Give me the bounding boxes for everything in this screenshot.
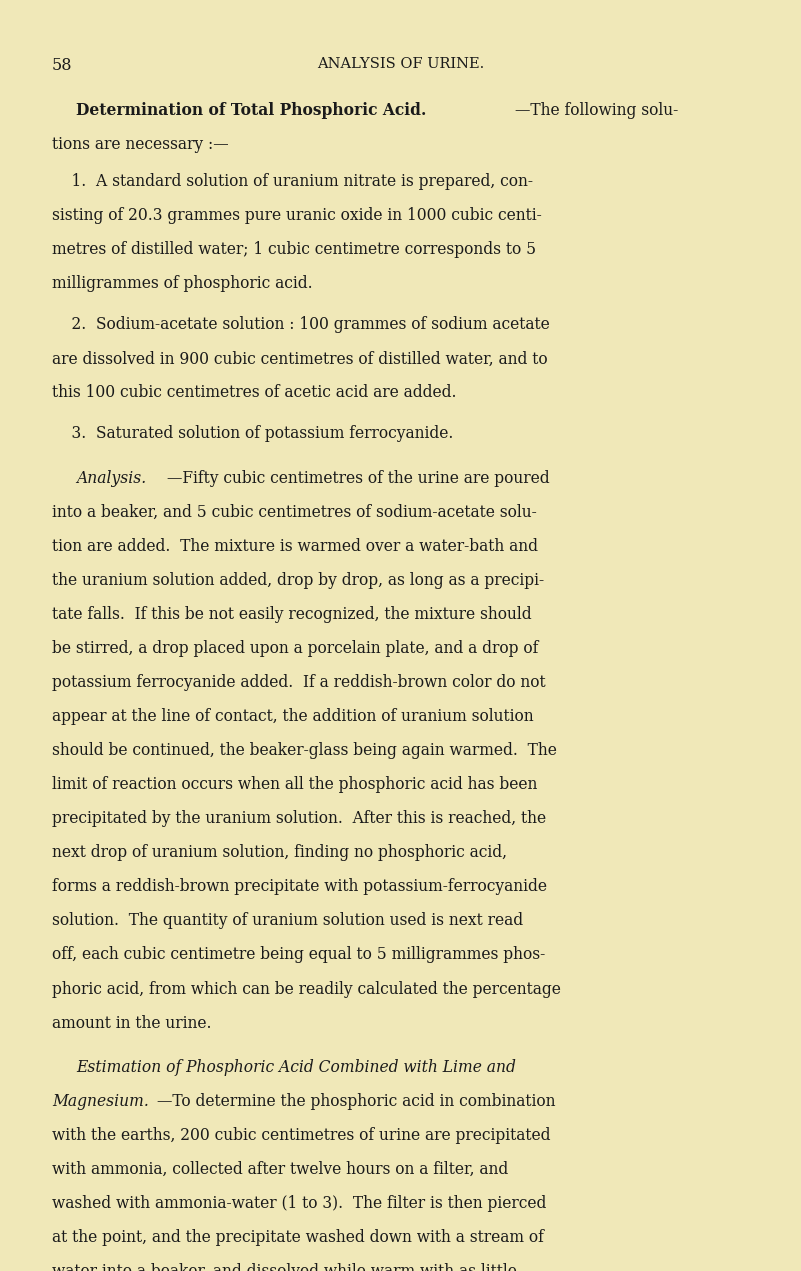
- Text: solution.  The quantity of uranium solution used is next read: solution. The quantity of uranium soluti…: [52, 913, 523, 929]
- Text: —The following solu-: —The following solu-: [515, 102, 678, 118]
- Text: —To determine the phosphoric acid in combination: —To determine the phosphoric acid in com…: [157, 1093, 556, 1110]
- Text: water into a beaker, and dissolved while warm with as little: water into a beaker, and dissolved while…: [52, 1263, 517, 1271]
- Text: 1.  A standard solution of uranium nitrate is prepared, con-: 1. A standard solution of uranium nitrat…: [52, 173, 533, 191]
- Text: metres of distilled water; 1 cubic centimetre corresponds to 5: metres of distilled water; 1 cubic centi…: [52, 241, 536, 258]
- Text: with the earths, 200 cubic centimetres of urine are precipitated: with the earths, 200 cubic centimetres o…: [52, 1127, 550, 1144]
- Text: appear at the line of contact, the addition of uranium solution: appear at the line of contact, the addit…: [52, 708, 533, 724]
- Text: Magnesium.: Magnesium.: [52, 1093, 149, 1110]
- Text: forms a reddish-brown precipitate with potassium-ferrocyanide: forms a reddish-brown precipitate with p…: [52, 878, 547, 895]
- Text: next drop of uranium solution, finding no phosphoric acid,: next drop of uranium solution, finding n…: [52, 844, 507, 862]
- Text: Analysis.: Analysis.: [76, 469, 147, 487]
- Text: milligrammes of phosphoric acid.: milligrammes of phosphoric acid.: [52, 276, 312, 292]
- Text: —Fifty cubic centimetres of the urine are poured: —Fifty cubic centimetres of the urine ar…: [167, 469, 550, 487]
- Text: this 100 cubic centimetres of acetic acid are added.: this 100 cubic centimetres of acetic aci…: [52, 384, 457, 402]
- Text: at the point, and the precipitate washed down with a stream of: at the point, and the precipitate washed…: [52, 1229, 544, 1246]
- Text: sisting of 20.3 grammes pure uranic oxide in 1000 cubic centi-: sisting of 20.3 grammes pure uranic oxid…: [52, 207, 541, 224]
- Text: tions are necessary :—: tions are necessary :—: [52, 136, 229, 153]
- Text: potassium ferrocyanide added.  If a reddish-brown color do not: potassium ferrocyanide added. If a reddi…: [52, 674, 545, 691]
- Text: limit of reaction occurs when all the phosphoric acid has been: limit of reaction occurs when all the ph…: [52, 777, 537, 793]
- Text: ANALYSIS OF URINE.: ANALYSIS OF URINE.: [317, 57, 484, 71]
- Text: off, each cubic centimetre being equal to 5 milligrammes phos-: off, each cubic centimetre being equal t…: [52, 947, 545, 963]
- Text: the uranium solution added, drop by drop, as long as a precipi-: the uranium solution added, drop by drop…: [52, 572, 544, 588]
- Text: 2.  Sodium-acetate solution : 100 grammes of sodium acetate: 2. Sodium-acetate solution : 100 grammes…: [52, 316, 549, 333]
- Text: washed with ammonia-water (1 to 3).  The filter is then pierced: washed with ammonia-water (1 to 3). The …: [52, 1195, 546, 1213]
- Text: Estimation of Phosphoric Acid Combined with Lime and: Estimation of Phosphoric Acid Combined w…: [76, 1059, 516, 1075]
- Text: phoric acid, from which can be readily calculated the percentage: phoric acid, from which can be readily c…: [52, 980, 561, 998]
- Text: with ammonia, collected after twelve hours on a filter, and: with ammonia, collected after twelve hou…: [52, 1160, 509, 1178]
- Text: should be continued, the beaker-glass being again warmed.  The: should be continued, the beaker-glass be…: [52, 742, 557, 759]
- Text: into a beaker, and 5 cubic centimetres of sodium-acetate solu-: into a beaker, and 5 cubic centimetres o…: [52, 503, 537, 521]
- Text: amount in the urine.: amount in the urine.: [52, 1014, 211, 1032]
- Text: precipitated by the uranium solution.  After this is reached, the: precipitated by the uranium solution. Af…: [52, 810, 546, 827]
- Text: Determination of Total Phosphoric Acid.: Determination of Total Phosphoric Acid.: [76, 102, 426, 118]
- Text: 3.  Saturated solution of potassium ferrocyanide.: 3. Saturated solution of potassium ferro…: [52, 426, 453, 442]
- Text: 58: 58: [52, 57, 73, 74]
- Text: are dissolved in 900 cubic centimetres of distilled water, and to: are dissolved in 900 cubic centimetres o…: [52, 351, 548, 367]
- Text: tate falls.  If this be not easily recognized, the mixture should: tate falls. If this be not easily recogn…: [52, 606, 532, 623]
- Text: be stirred, a drop placed upon a porcelain plate, and a drop of: be stirred, a drop placed upon a porcela…: [52, 639, 538, 657]
- Text: tion are added.  The mixture is warmed over a water-bath and: tion are added. The mixture is warmed ov…: [52, 538, 538, 554]
